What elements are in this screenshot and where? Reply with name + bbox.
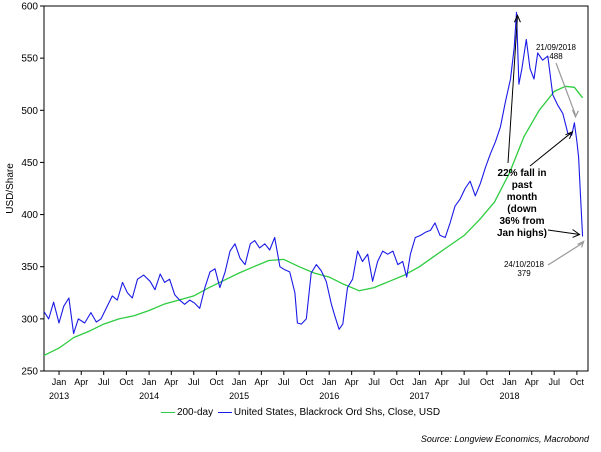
axis-ticks: 250 300 350 400 450 500 550 600 USD/Share Jan Apr J… — [5, 2, 584, 402]
annotation-arrow-2 — [547, 241, 584, 266]
x-year-label: 2013 — [49, 391, 69, 401]
y-tick-label: 500 — [21, 106, 38, 117]
y-tick-label: 250 — [21, 367, 38, 378]
plot-frame — [43, 5, 589, 372]
y-tick-label: 300 — [21, 314, 38, 325]
y-axis-label: USD/Share — [5, 163, 16, 214]
x-tick-label: Jul — [278, 377, 290, 387]
annotation-arrowhead-1 — [571, 109, 579, 119]
x-tick-label: Oct — [390, 377, 405, 387]
x-year-label: 2014 — [139, 391, 159, 401]
legend: 200-day United States, Blackrock Ord Shs… — [0, 407, 601, 418]
source-note: Source: Longview Economics, Macrobond — [420, 434, 589, 444]
plot-border — [43, 5, 589, 372]
series-200-day — [43, 85, 584, 356]
legend-swatch-blackrock — [217, 411, 232, 413]
annotation-comment-line: Jan highs) — [497, 228, 547, 239]
annotation-arrow-peak — [507, 16, 518, 164]
x-tick-label: Jul — [458, 377, 470, 387]
x-tick-label: Jan — [232, 377, 247, 387]
series-lines — [43, 11, 584, 356]
annotation-comment-line: past — [512, 180, 533, 191]
x-tick-label: Jul — [188, 377, 200, 387]
x-year-label: 2015 — [229, 391, 249, 401]
x-tick-label: Apr — [525, 377, 539, 387]
annotation-arrow-sep — [529, 131, 573, 167]
x-tick-label: Oct — [119, 377, 134, 387]
x-year-label: 2016 — [319, 391, 339, 401]
y-tick-label: 550 — [21, 54, 38, 65]
legend-swatch-200-day — [160, 411, 175, 413]
annotation-date-2: 24/10/2018 — [504, 260, 545, 269]
x-tick-label: Jul — [548, 377, 560, 387]
y-tick-label: 450 — [21, 158, 38, 169]
y-tick-label: 600 — [21, 2, 38, 13]
x-tick-label: Oct — [570, 377, 585, 387]
y-tick-label: 350 — [21, 262, 38, 273]
x-tick-label: Apr — [254, 377, 268, 387]
x-tick-label: Jan — [322, 377, 337, 387]
annotation-arrowhead-low — [572, 229, 581, 238]
annotation-arrowhead-sep — [565, 130, 574, 139]
x-tick-label: Jan — [142, 377, 157, 387]
y-tick-label: 400 — [21, 210, 38, 221]
x-tick-label: Apr — [74, 377, 88, 387]
annotation-arrowhead-2 — [577, 240, 585, 248]
annotation-comment-line: month — [507, 192, 538, 203]
annotation-value-1: 488 — [549, 52, 563, 61]
x-tick-label: Jul — [98, 377, 110, 387]
annotation-date-1: 21/09/2018 — [536, 43, 577, 52]
x-tick-label: Oct — [209, 377, 224, 387]
annotation-arrow-1 — [555, 62, 576, 116]
series-blackrock-price — [43, 11, 584, 335]
annotation-value-2: 379 — [517, 269, 531, 278]
x-year-label: 2018 — [500, 391, 520, 401]
legend-label-200-day: 200-day — [176, 407, 214, 418]
x-tick-label: Apr — [345, 377, 359, 387]
annotation-comment-line: 22% fall in — [498, 168, 547, 179]
annotation-arrowhead-peak — [513, 13, 521, 23]
annotation-arrow-low — [547, 229, 580, 235]
annotation-comment-line: (down — [507, 204, 536, 215]
x-tick-label: Jan — [502, 377, 517, 387]
x-tick-label: Oct — [299, 377, 314, 387]
x-tick-label: Jan — [412, 377, 427, 387]
x-year-label: 2017 — [409, 391, 429, 401]
x-tick-label: Apr — [435, 377, 449, 387]
x-tick-label: Oct — [480, 377, 495, 387]
x-tick-label: Jul — [368, 377, 380, 387]
x-tick-label: Jan — [52, 377, 67, 387]
legend-label-blackrock: United States, Blackrock Ord Shs, Close,… — [233, 407, 441, 418]
x-tick-label: Apr — [164, 377, 178, 387]
annotation-comment-line: 36% from — [499, 216, 544, 227]
